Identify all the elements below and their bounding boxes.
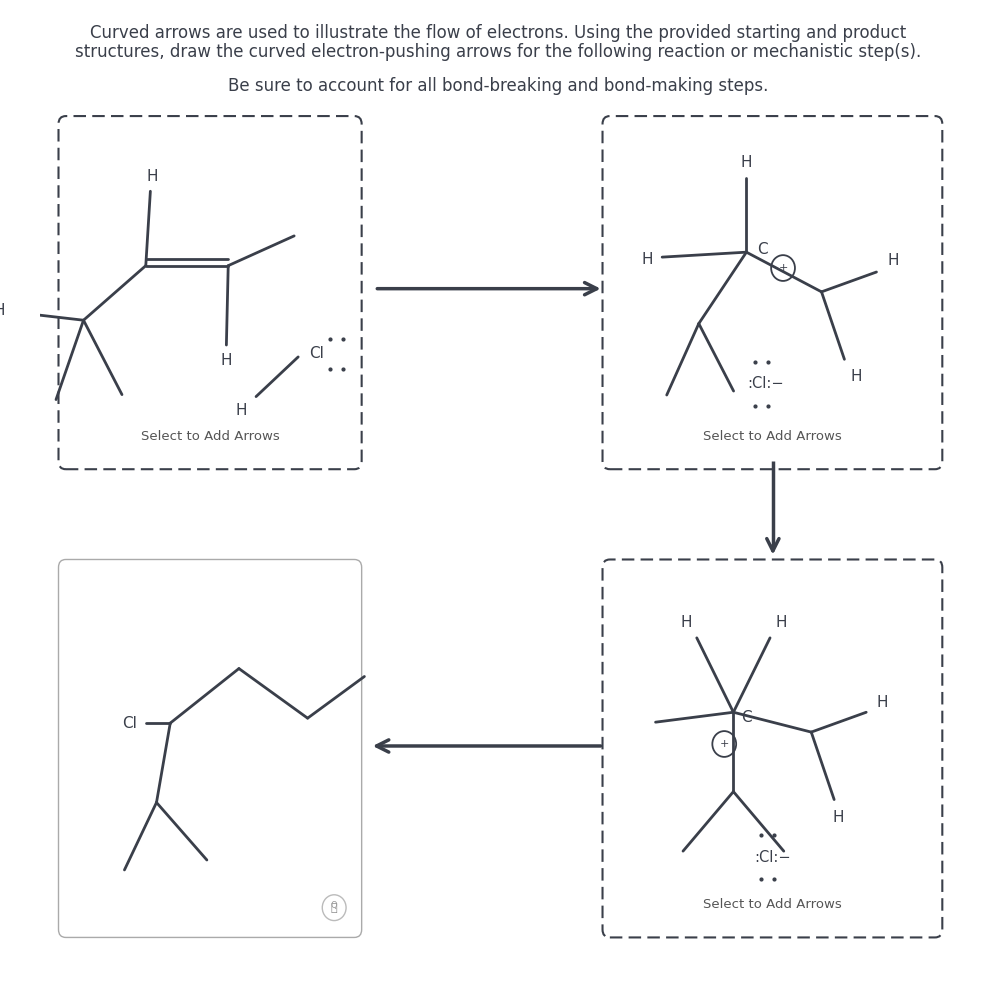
Text: H: H (236, 403, 248, 418)
Text: H: H (146, 169, 158, 184)
FancyBboxPatch shape (602, 559, 942, 937)
Text: C: C (741, 709, 751, 725)
Text: :Cl:−: :Cl:− (754, 849, 791, 865)
Text: Select to Add Arrows: Select to Add Arrows (141, 430, 279, 443)
Text: H: H (775, 615, 787, 631)
Text: H: H (642, 252, 653, 267)
Text: Select to Add Arrows: Select to Add Arrows (703, 430, 842, 443)
Text: H: H (0, 303, 5, 317)
Text: 🔍: 🔍 (331, 903, 338, 913)
FancyBboxPatch shape (59, 559, 362, 937)
Text: H: H (888, 253, 899, 268)
Text: Cl: Cl (309, 346, 324, 361)
Text: +: + (720, 739, 729, 749)
Text: Curved arrows are used to illustrate the flow of electrons. Using the provided s: Curved arrows are used to illustrate the… (90, 24, 907, 42)
Text: +: + (778, 263, 787, 273)
Text: Select to Add Arrows: Select to Add Arrows (703, 898, 842, 912)
Text: H: H (851, 369, 862, 384)
Text: C: C (757, 242, 768, 257)
Text: H: H (741, 156, 752, 171)
Text: H: H (221, 353, 233, 368)
Text: Be sure to account for all bond-breaking and bond-making steps.: Be sure to account for all bond-breaking… (228, 77, 768, 95)
FancyBboxPatch shape (59, 116, 362, 469)
Text: Cl: Cl (122, 715, 137, 731)
Text: :Cl:−: :Cl:− (747, 376, 784, 391)
FancyBboxPatch shape (602, 116, 942, 469)
Text: structures, draw the curved electron-pushing arrows for the following reaction o: structures, draw the curved electron-pus… (75, 43, 921, 61)
Text: H: H (833, 809, 845, 825)
Text: H: H (877, 694, 889, 710)
Text: Q: Q (331, 901, 338, 911)
Text: H: H (680, 615, 692, 631)
